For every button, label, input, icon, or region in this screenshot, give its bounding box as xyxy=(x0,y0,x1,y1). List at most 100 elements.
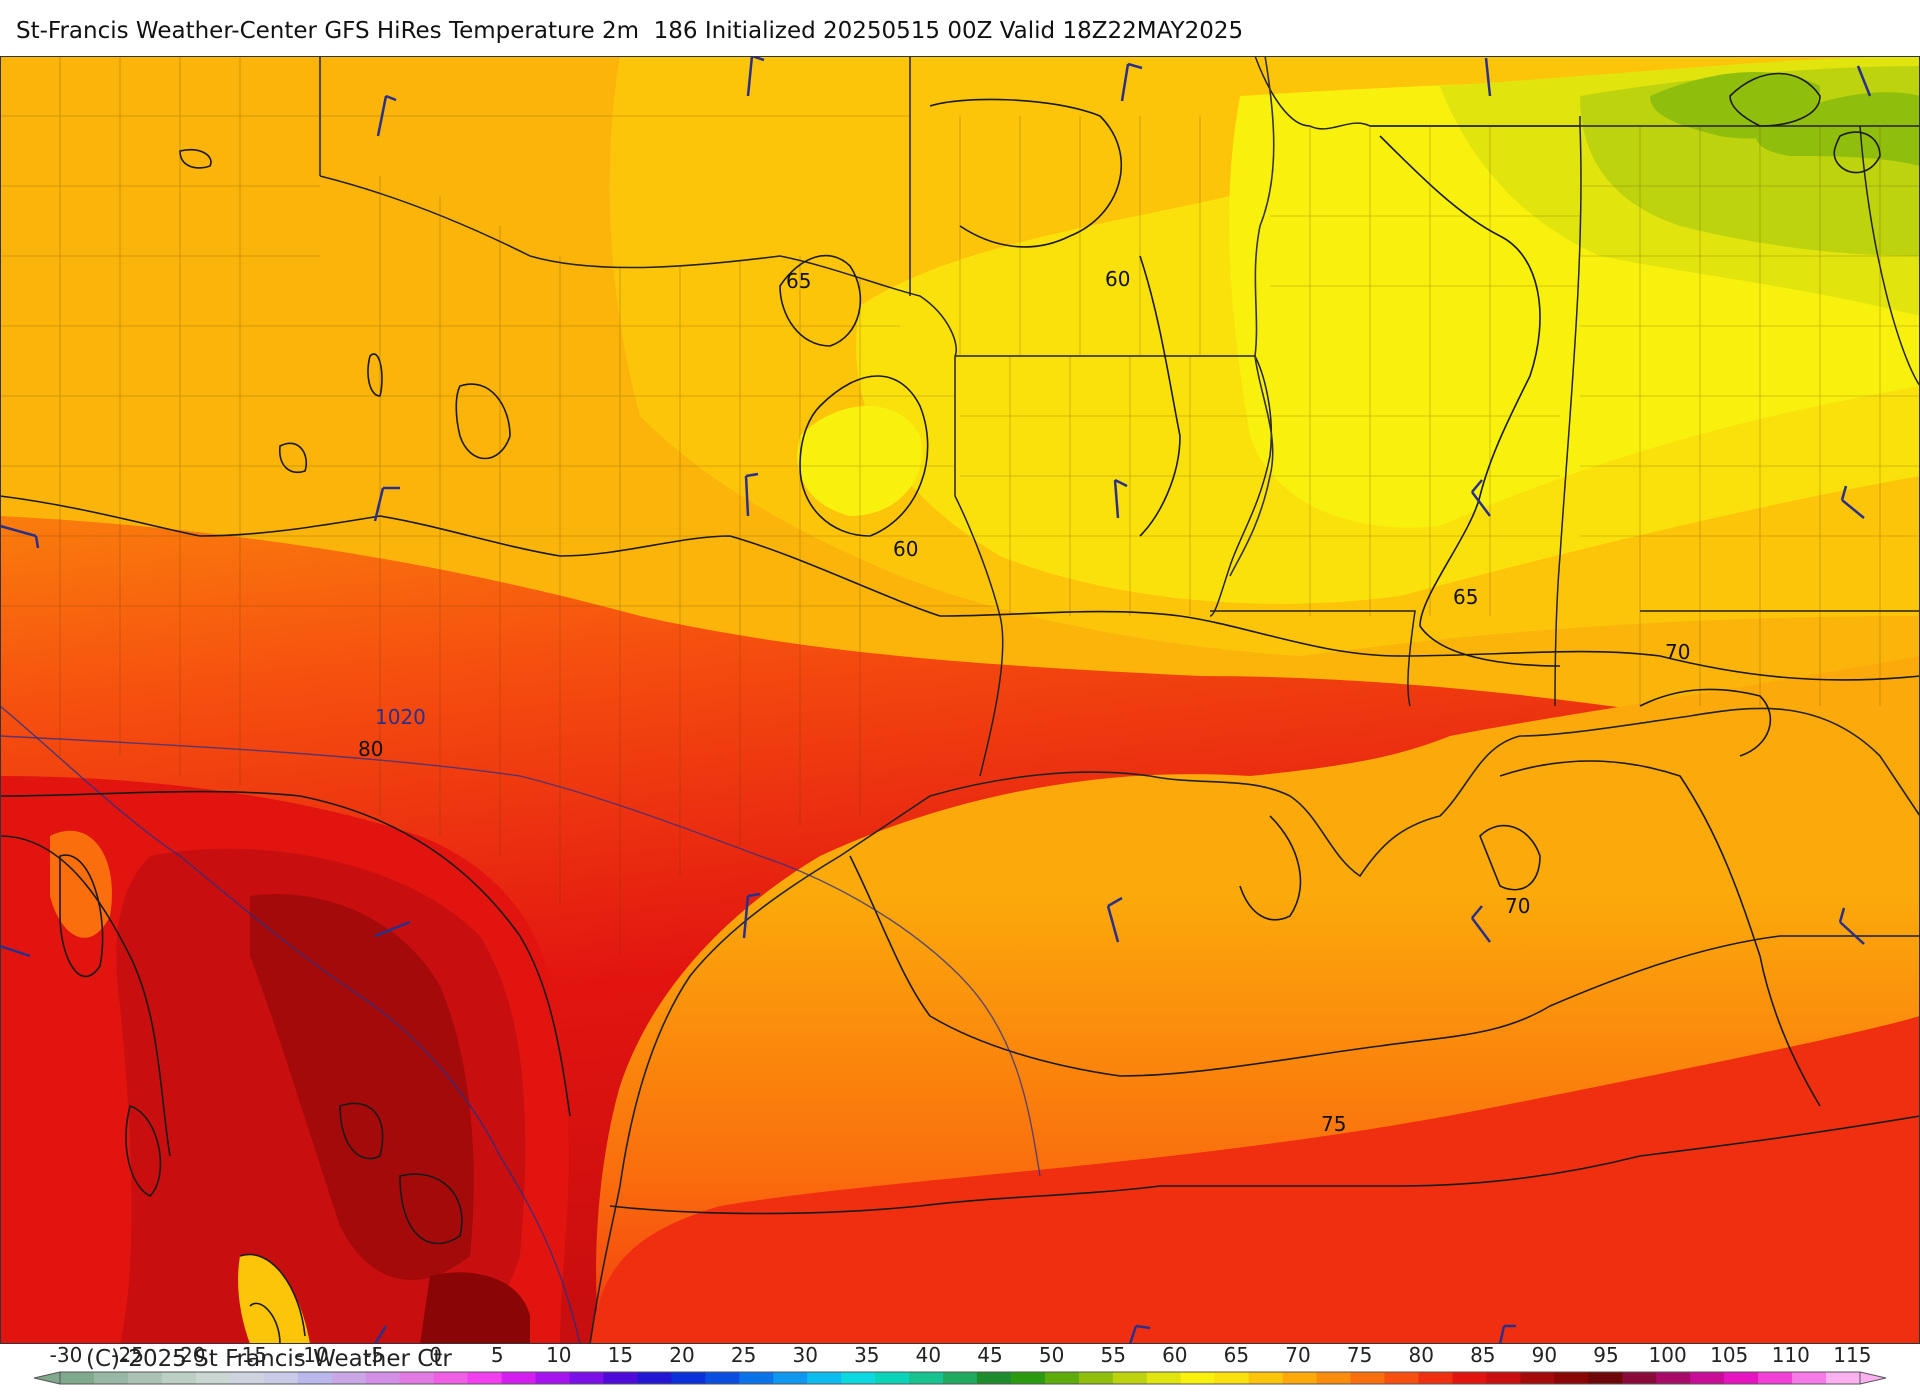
legend-swatch xyxy=(1214,1372,1250,1384)
legend-swatch xyxy=(1792,1372,1827,1384)
wind-barb-icon xyxy=(1113,478,1128,519)
legend-swatch xyxy=(60,1372,95,1384)
wind-barb-icon xyxy=(374,920,411,938)
coastline xyxy=(589,707,1920,1344)
legend-tick-label: 85 xyxy=(1470,1343,1495,1367)
legend-left-arrow-icon xyxy=(33,1371,61,1385)
contour-label: 80 xyxy=(358,737,383,761)
legend-swatch xyxy=(1486,1372,1521,1384)
wind-barb-icon xyxy=(1471,479,1491,517)
legend-tick-label: 110 xyxy=(1772,1343,1810,1367)
legend-right-arrow-icon xyxy=(1859,1371,1887,1385)
wind-barb-icon xyxy=(376,94,397,137)
legend-tick-label: 30 xyxy=(792,1343,817,1367)
state-boundaries xyxy=(319,56,1920,777)
legend-tick-label: 75 xyxy=(1347,1343,1372,1367)
legend-tick-label: 80 xyxy=(1408,1343,1433,1367)
legend-tick-label: 105 xyxy=(1710,1343,1748,1367)
contour-label: 70 xyxy=(1665,640,1690,664)
legend-outline xyxy=(59,1371,1861,1385)
legend-swatch xyxy=(127,1372,163,1384)
yellow-blob-mid xyxy=(797,406,922,516)
legend-swatch xyxy=(807,1372,842,1384)
cool-mountain-spot xyxy=(238,1254,310,1344)
legend-tick-label: 90 xyxy=(1532,1343,1557,1367)
legend-swatch xyxy=(909,1372,944,1384)
legend-tick-label: -25 xyxy=(111,1343,144,1367)
legend-swatch xyxy=(739,1372,774,1384)
temperature-map: 65 60 60 65 70 80 1020 70 75 xyxy=(0,56,1920,1344)
legend-swatch xyxy=(331,1372,367,1384)
legend-tick-label: -15 xyxy=(234,1343,267,1367)
legend-swatch xyxy=(1724,1372,1759,1384)
legend-swatch xyxy=(1622,1372,1657,1384)
legend-tick-label: 10 xyxy=(546,1343,571,1367)
wind-barb-icon xyxy=(1856,65,1872,97)
legend-tick-label: 95 xyxy=(1593,1343,1618,1367)
contour-label: 60 xyxy=(1105,267,1130,291)
darkest-region xyxy=(420,1272,530,1344)
legend-swatch xyxy=(943,1372,978,1384)
legend-swatch xyxy=(161,1372,197,1384)
legend-tick-label: 45 xyxy=(977,1343,1002,1367)
legend-tick-label: 40 xyxy=(916,1343,941,1367)
legend-tick-label: 65 xyxy=(1224,1343,1249,1367)
legend-swatch xyxy=(569,1372,604,1384)
wind-barb-icon xyxy=(373,1325,388,1344)
wind-barbs xyxy=(0,56,1872,1344)
legend-color-bar xyxy=(33,1371,1887,1385)
legend-swatch xyxy=(1010,1372,1046,1384)
wind-barb-icon xyxy=(1106,896,1123,943)
legend-tick-label: 55 xyxy=(1100,1343,1125,1367)
legend-tick-label: 50 xyxy=(1039,1343,1064,1367)
legend-swatch xyxy=(93,1372,129,1384)
wind-barb-icon xyxy=(742,892,761,939)
legend-tick-label: -5 xyxy=(364,1343,384,1367)
legend-swatch xyxy=(399,1372,435,1384)
legend-swatch xyxy=(365,1372,401,1384)
wind-barb-icon xyxy=(0,524,40,549)
legend-tick-label: -20 xyxy=(173,1343,206,1367)
wind-barb-icon xyxy=(1484,57,1492,97)
legend-tick-label: -30 xyxy=(50,1343,83,1367)
wind-barb-icon xyxy=(1128,1324,1151,1344)
contour-labels: 65 60 60 65 70 80 1020 70 75 xyxy=(358,267,1690,1136)
wind-barb-icon xyxy=(1498,1324,1516,1344)
legend-swatch xyxy=(1554,1372,1589,1384)
contour-label: 1020 xyxy=(375,705,426,729)
legend-swatch xyxy=(433,1372,469,1384)
legend-swatch xyxy=(1452,1372,1487,1384)
copyright-text: (C)-2025 St Francis Weather Ctr xyxy=(86,1346,452,1372)
legend-swatch xyxy=(1316,1372,1352,1384)
contour-label: 65 xyxy=(1453,585,1478,609)
contour-label: 70 xyxy=(1505,894,1530,918)
legend-swatch xyxy=(875,1372,910,1384)
hottest-region xyxy=(250,894,474,1280)
legend-tick-label: 115 xyxy=(1833,1343,1871,1367)
legend-swatch xyxy=(1146,1372,1182,1384)
legend-swatch xyxy=(603,1372,638,1384)
temperature-contours xyxy=(0,72,1920,1344)
legend-swatch xyxy=(1350,1372,1386,1384)
legend-swatch xyxy=(297,1372,333,1384)
legend-swatch xyxy=(773,1372,808,1384)
legend-swatch xyxy=(841,1372,876,1384)
legend-tick-label: 35 xyxy=(854,1343,879,1367)
legend-tick-label: 60 xyxy=(1162,1343,1187,1367)
legend-tick-label: 100 xyxy=(1649,1343,1687,1367)
wind-barb-icon xyxy=(1840,485,1865,519)
legend-tick-label: 5 xyxy=(491,1343,504,1367)
wind-barb-icon xyxy=(744,472,759,517)
legend-swatch xyxy=(467,1372,503,1384)
legend-swatch xyxy=(1418,1372,1453,1384)
legend-swatch xyxy=(229,1372,265,1384)
wind-barb-icon xyxy=(1471,905,1491,943)
legend-swatch xyxy=(705,1372,740,1384)
legend-swatch xyxy=(1044,1372,1080,1384)
gulf-red-band xyxy=(590,1016,1920,1344)
contour-label: 75 xyxy=(1321,1112,1346,1136)
contour-label: 65 xyxy=(786,269,811,293)
legend-tick-label: 70 xyxy=(1285,1343,1310,1367)
legend-swatch xyxy=(263,1372,299,1384)
legend-swatch xyxy=(976,1372,1012,1384)
